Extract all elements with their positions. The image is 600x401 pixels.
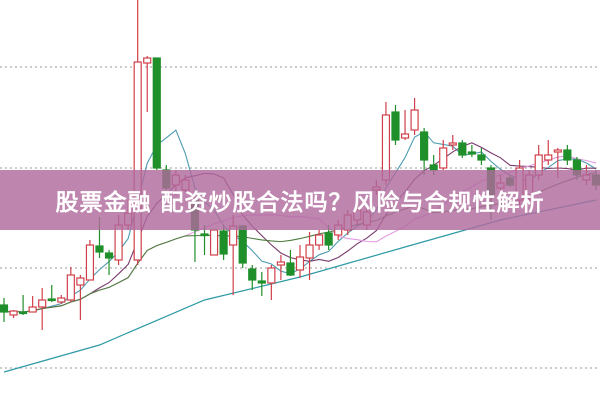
candle-up [305, 244, 314, 259]
candle-up [448, 142, 457, 146]
candle-up [209, 229, 219, 256]
candle-down [238, 225, 247, 264]
candle-up [57, 297, 66, 303]
candle-down [467, 151, 476, 155]
candle-up [267, 267, 276, 284]
candle-up [38, 299, 47, 308]
candle-down [95, 245, 104, 253]
title-banner: 股票金融 配资炒股合法吗？风险与合规性解析 [0, 170, 600, 230]
candle-up [295, 256, 305, 271]
candle-up [76, 277, 85, 286]
candle-down [18, 311, 28, 315]
candle-down [0, 304, 9, 313]
candle-down [458, 142, 467, 156]
candle-up [400, 133, 410, 139]
candle-down [563, 149, 572, 161]
article-title: 股票金融 配资炒股合法吗？风险与合规性解析 [55, 190, 545, 216]
candle-down [477, 154, 486, 161]
candle-up [133, 61, 142, 261]
candle-down [200, 233, 209, 237]
candle-up [410, 109, 419, 131]
candle-up [85, 244, 95, 281]
candle-down [152, 57, 161, 169]
candle-up [553, 149, 562, 153]
candle-down [420, 131, 429, 161]
candle-up [66, 274, 75, 301]
candle-down [104, 252, 114, 259]
candle-down [391, 111, 400, 141]
candle-up [143, 57, 152, 64]
candle-down [286, 262, 295, 276]
candle-up [544, 154, 553, 161]
candle-up [439, 147, 448, 169]
candle-down [47, 298, 56, 302]
candle-up [276, 261, 286, 266]
candle-up [28, 306, 37, 313]
candle-down [219, 230, 228, 255]
candle-down [324, 232, 333, 246]
candle-down [257, 280, 266, 284]
candle-up [314, 234, 324, 246]
candle-up [9, 310, 18, 316]
candle-down [248, 268, 257, 281]
candle-up [114, 224, 123, 261]
